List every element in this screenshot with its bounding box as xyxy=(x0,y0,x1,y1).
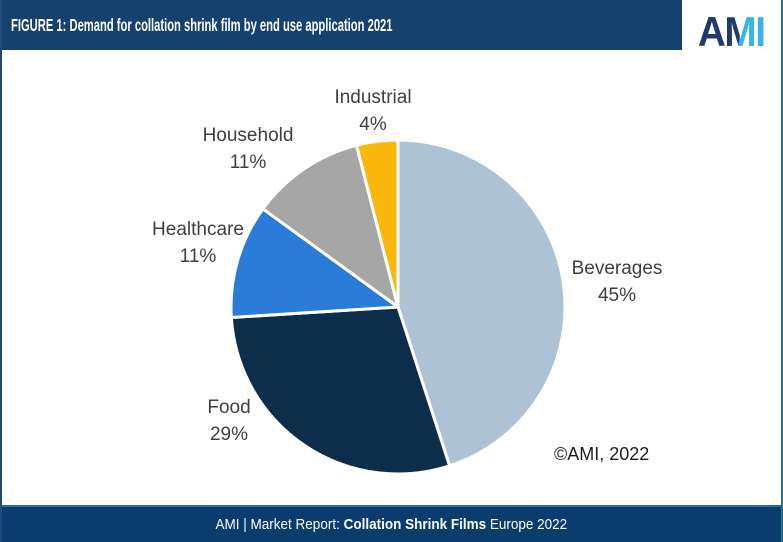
slice-label-pct: 11% xyxy=(179,246,217,267)
footer-bar: AMI | Market Report: Collation Shrink Fi… xyxy=(2,505,781,542)
figure-title: FIGURE 1: Demand for collation shrink fi… xyxy=(11,15,393,35)
slice-label-pct: 29% xyxy=(209,424,249,445)
slice-label-name: Household xyxy=(202,125,294,146)
ami-logo-text: AMI xyxy=(698,8,766,55)
slice-label-name: Healthcare xyxy=(152,219,244,240)
pie-slice-healthcare xyxy=(229,207,400,319)
pie-chart xyxy=(229,138,567,476)
slice-label-pct: 4% xyxy=(359,114,387,135)
pie-slice-beverages xyxy=(396,138,567,468)
slice-label-household: Household 11% xyxy=(203,122,294,176)
slice-label-food: Food 29% xyxy=(207,394,250,448)
slice-label-beverages: Beverages 45% xyxy=(572,255,663,309)
pie-slice-food xyxy=(229,305,452,476)
footer-text: AMI | Market Report: Collation Shrink Fi… xyxy=(215,516,568,533)
pie-slice-household xyxy=(261,143,400,309)
slice-label-healthcare: Healthcare 11% xyxy=(152,216,244,270)
copyright-note: ©AMI, 2022 xyxy=(554,444,650,464)
header-bar: FIGURE 1: Demand for collation shrink fi… xyxy=(2,0,781,50)
ami-logo: AMI xyxy=(682,0,781,64)
slice-label-name: Industrial xyxy=(334,87,412,108)
slice-label-industrial: Industrial 4% xyxy=(334,84,411,138)
slice-label-pct: 45% xyxy=(597,285,637,306)
slice-label-name: Beverages xyxy=(571,258,663,279)
pie-chart-area: Beverages 45% Food 29% Healthcare 11% Ho… xyxy=(2,50,781,505)
slice-label-pct: 11% xyxy=(229,152,267,173)
slice-label-name: Food xyxy=(207,397,251,418)
pie-slice-industrial xyxy=(354,138,400,309)
